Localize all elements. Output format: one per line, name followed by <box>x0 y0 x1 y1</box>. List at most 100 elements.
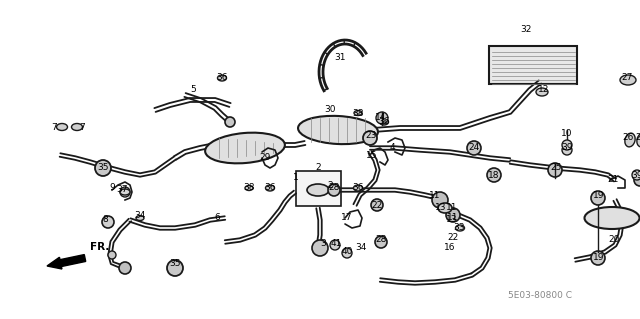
Text: 41: 41 <box>330 239 342 248</box>
Text: 24: 24 <box>468 144 479 152</box>
Circle shape <box>342 248 352 258</box>
Text: 7: 7 <box>51 122 57 131</box>
Text: 7: 7 <box>79 122 85 131</box>
Ellipse shape <box>625 133 635 147</box>
Text: 38: 38 <box>243 183 255 192</box>
Text: 35: 35 <box>169 258 180 268</box>
Circle shape <box>562 145 572 155</box>
Text: 16: 16 <box>444 243 456 253</box>
Circle shape <box>108 251 116 259</box>
Text: FR.: FR. <box>90 242 109 252</box>
Text: 27: 27 <box>621 73 633 83</box>
Ellipse shape <box>620 75 636 85</box>
Circle shape <box>467 141 481 155</box>
Ellipse shape <box>266 185 275 191</box>
Circle shape <box>167 260 183 276</box>
Circle shape <box>95 160 111 176</box>
Circle shape <box>312 240 328 256</box>
Text: 34: 34 <box>355 243 367 253</box>
Circle shape <box>446 208 460 222</box>
Ellipse shape <box>354 110 362 115</box>
Ellipse shape <box>307 184 329 196</box>
Circle shape <box>225 117 235 127</box>
Text: 18: 18 <box>488 170 500 180</box>
Circle shape <box>328 184 340 196</box>
Ellipse shape <box>637 133 640 147</box>
Text: 30: 30 <box>324 105 336 114</box>
Ellipse shape <box>298 116 378 144</box>
Text: 20: 20 <box>608 235 620 244</box>
Text: 23: 23 <box>365 130 377 139</box>
Text: 25: 25 <box>550 164 562 173</box>
Circle shape <box>363 131 377 145</box>
Ellipse shape <box>218 75 227 81</box>
Circle shape <box>96 161 110 175</box>
Ellipse shape <box>56 123 67 130</box>
Circle shape <box>376 112 388 124</box>
Circle shape <box>330 240 340 250</box>
Text: 11: 11 <box>446 203 458 211</box>
Text: 21: 21 <box>607 175 619 184</box>
Circle shape <box>632 170 640 180</box>
Text: 19: 19 <box>593 191 605 201</box>
Text: 19: 19 <box>593 253 605 262</box>
Text: 36: 36 <box>352 183 364 192</box>
Text: 39: 39 <box>631 170 640 180</box>
Ellipse shape <box>72 123 83 130</box>
Text: 13: 13 <box>446 216 458 225</box>
Text: 34: 34 <box>134 211 146 219</box>
Text: 14: 14 <box>375 114 387 122</box>
Ellipse shape <box>584 207 639 229</box>
Text: 13: 13 <box>435 204 447 212</box>
Circle shape <box>548 163 562 177</box>
Text: 3: 3 <box>320 239 326 248</box>
Text: 17: 17 <box>341 213 353 222</box>
Text: 31: 31 <box>334 54 346 63</box>
Ellipse shape <box>536 88 548 96</box>
Bar <box>296 170 340 205</box>
Circle shape <box>562 140 572 150</box>
Text: 37: 37 <box>116 186 128 195</box>
Text: 11: 11 <box>447 213 459 222</box>
Circle shape <box>120 187 130 197</box>
Text: 5: 5 <box>190 85 196 93</box>
Text: 9: 9 <box>109 182 115 191</box>
Text: 36: 36 <box>378 117 390 127</box>
Text: 26: 26 <box>636 133 640 143</box>
Circle shape <box>634 174 640 186</box>
Circle shape <box>371 199 383 211</box>
Text: 11: 11 <box>429 190 441 199</box>
Ellipse shape <box>456 225 465 231</box>
Text: 15: 15 <box>366 151 378 160</box>
Text: 1: 1 <box>293 174 299 182</box>
Bar <box>489 46 577 84</box>
Text: 39: 39 <box>561 144 573 152</box>
Circle shape <box>102 216 114 228</box>
Circle shape <box>375 236 387 248</box>
Circle shape <box>432 192 448 208</box>
Text: 2: 2 <box>327 181 333 189</box>
Ellipse shape <box>380 119 388 125</box>
Text: 6: 6 <box>214 213 220 222</box>
Ellipse shape <box>120 189 130 195</box>
Text: 28: 28 <box>375 235 387 244</box>
Ellipse shape <box>353 185 362 191</box>
Text: 32: 32 <box>520 26 532 34</box>
Text: 33: 33 <box>453 224 465 233</box>
Circle shape <box>119 262 131 274</box>
FancyArrow shape <box>47 255 86 269</box>
Ellipse shape <box>438 203 452 213</box>
Ellipse shape <box>245 186 253 190</box>
Text: 40: 40 <box>341 248 353 256</box>
Text: 22: 22 <box>447 234 459 242</box>
Text: 5E03-80800 C: 5E03-80800 C <box>508 291 572 300</box>
Text: 29: 29 <box>259 153 271 162</box>
Ellipse shape <box>136 216 144 220</box>
Text: 38: 38 <box>352 108 364 117</box>
Ellipse shape <box>205 133 285 163</box>
Circle shape <box>591 191 605 205</box>
Text: 12: 12 <box>538 85 550 93</box>
Text: 4: 4 <box>389 144 395 152</box>
Text: 35: 35 <box>97 164 109 173</box>
Text: 36: 36 <box>264 183 276 192</box>
